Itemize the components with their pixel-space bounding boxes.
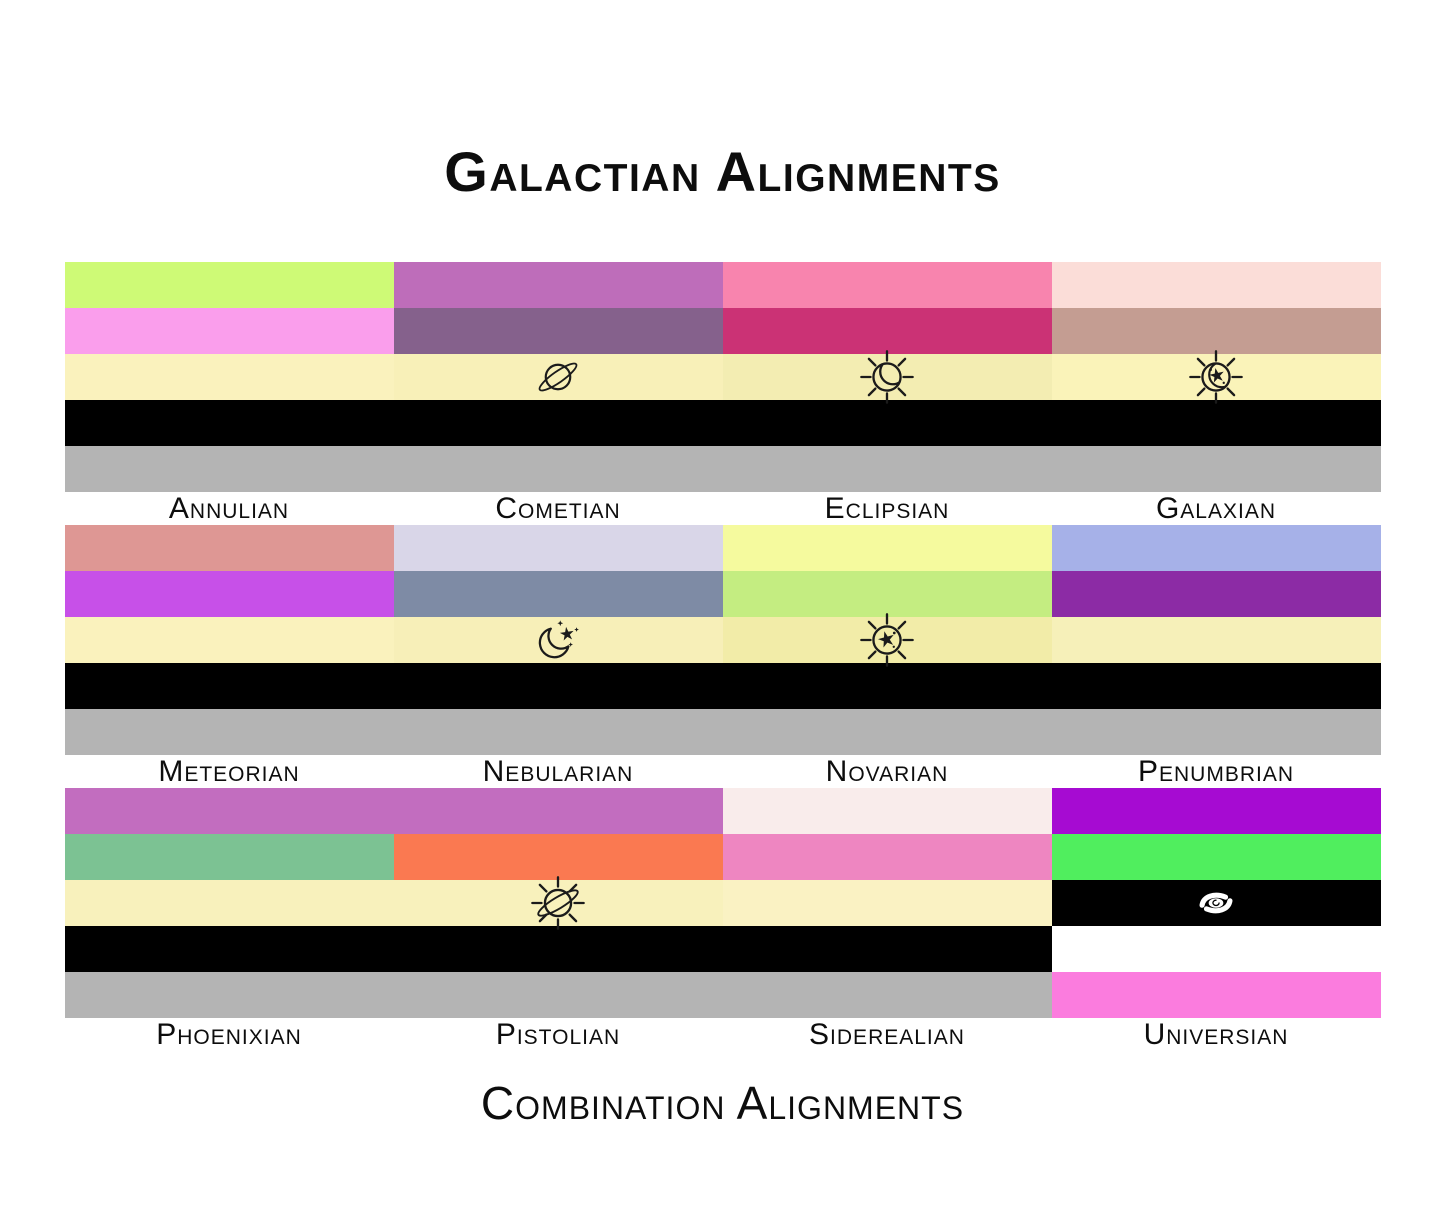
flag-label: Annulian [168,492,290,525]
flag-stripe [393,525,723,571]
flag-stripe [393,262,723,308]
flag-stripe [722,354,1052,400]
flag-label: Eclipsian [824,492,950,525]
flag-meteorian [64,525,394,755]
flag-galaxian [1051,262,1381,492]
flag-label: Universian [1143,1018,1289,1051]
flag-stripe [722,446,1052,492]
flag-label: Meteorian [158,755,300,788]
flag-stripe [722,709,1052,755]
flag-label: Cometian [495,492,621,525]
flag-stripe [722,308,1052,354]
flag-annulian [64,262,394,492]
flag-stripe [64,834,394,880]
flag-universian [1051,788,1381,1018]
flag-penumbrian [1051,525,1381,755]
flag-stripe [64,525,394,571]
flag-stripe [393,446,723,492]
flag-stripe [722,926,1052,972]
flag-stripe [1051,262,1381,308]
flag-stripe [1051,525,1381,571]
flag-novarian [722,525,1052,755]
flag-stripe [64,663,394,709]
flag-label: Penumbrian [1137,755,1295,788]
flag-label: Nebularian [482,755,634,788]
flag-stripe [1051,446,1381,492]
flag-stripe [722,400,1052,446]
flag-stripe [64,354,394,400]
flag-stripe [722,972,1052,1018]
flag-stripe [393,972,723,1018]
flag-stripe [1051,400,1381,446]
flag-stripe [1051,880,1381,926]
flag-stripe [1051,709,1381,755]
flag-label-row: Phoenixian Pistolian Siderealian Universian [65,1018,1381,1051]
flag-stripe [393,926,723,972]
flag-stripe [1051,834,1381,880]
flag-label-row: Meteorian Nebularian Novarian Penumbrian [65,755,1381,788]
flag-stripe [393,788,723,834]
flag-stripe [722,262,1052,308]
flag-phoenixian [64,788,394,1018]
flag-stripe [722,788,1052,834]
flag-cometian [393,262,723,492]
flag-stripe [722,571,1052,617]
flag-stripe [393,400,723,446]
flag-siderealian [722,788,1052,1018]
flag-label: Galaxian [1155,492,1277,525]
flag-stripe [1051,354,1381,400]
flag-stripe [64,446,394,492]
flag-stripe [393,880,723,926]
flag-stripe [64,400,394,446]
flag-stripe [64,571,394,617]
flag-pistolian [393,788,723,1018]
flag-stripe [64,972,394,1018]
flag-stripe [64,926,394,972]
flag-stripe [393,709,723,755]
flag-stripe [64,308,394,354]
flag-stripe [722,663,1052,709]
flag-stripe [722,525,1052,571]
flag-label: Pistolian [495,1018,621,1051]
flag-stripe [1051,617,1381,663]
flag-stripe [1051,926,1381,972]
flag-stripe [64,880,394,926]
flag-stripe [64,262,394,308]
flag-stripe [1051,972,1381,1018]
flag-label: Phoenixian [156,1018,302,1051]
flag-row [64,262,1381,492]
flag-stripe [722,617,1052,663]
flag-stripe [1051,663,1381,709]
flags-grid: Annulian Cometian Eclipsian Galaxian Meteor… [64,262,1381,1051]
page-title: Galactian Alignments [444,140,1001,203]
flag-stripe [1051,571,1381,617]
flag-stripe [1051,788,1381,834]
flag-stripe [64,617,394,663]
flag-stripe [393,308,723,354]
flag-stripe [64,788,394,834]
flag-label: Siderealian [809,1018,965,1051]
flag-label-row: Annulian Cometian Eclipsian Galaxian [65,492,1381,525]
subtitle: Combination Alignments [480,1077,965,1129]
flag-row [64,788,1381,1018]
flag-stripe [393,663,723,709]
flag-stripe [722,880,1052,926]
flag-stripe [393,617,723,663]
flag-stripe [393,834,723,880]
flag-stripe [722,834,1052,880]
flag-nebularian [393,525,723,755]
flag-stripe [393,354,723,400]
flag-row [64,525,1381,755]
flag-eclipsian [722,262,1052,492]
flag-stripe [393,571,723,617]
flag-label: Novarian [825,755,949,788]
flag-stripe [64,709,394,755]
flag-stripe [1051,308,1381,354]
